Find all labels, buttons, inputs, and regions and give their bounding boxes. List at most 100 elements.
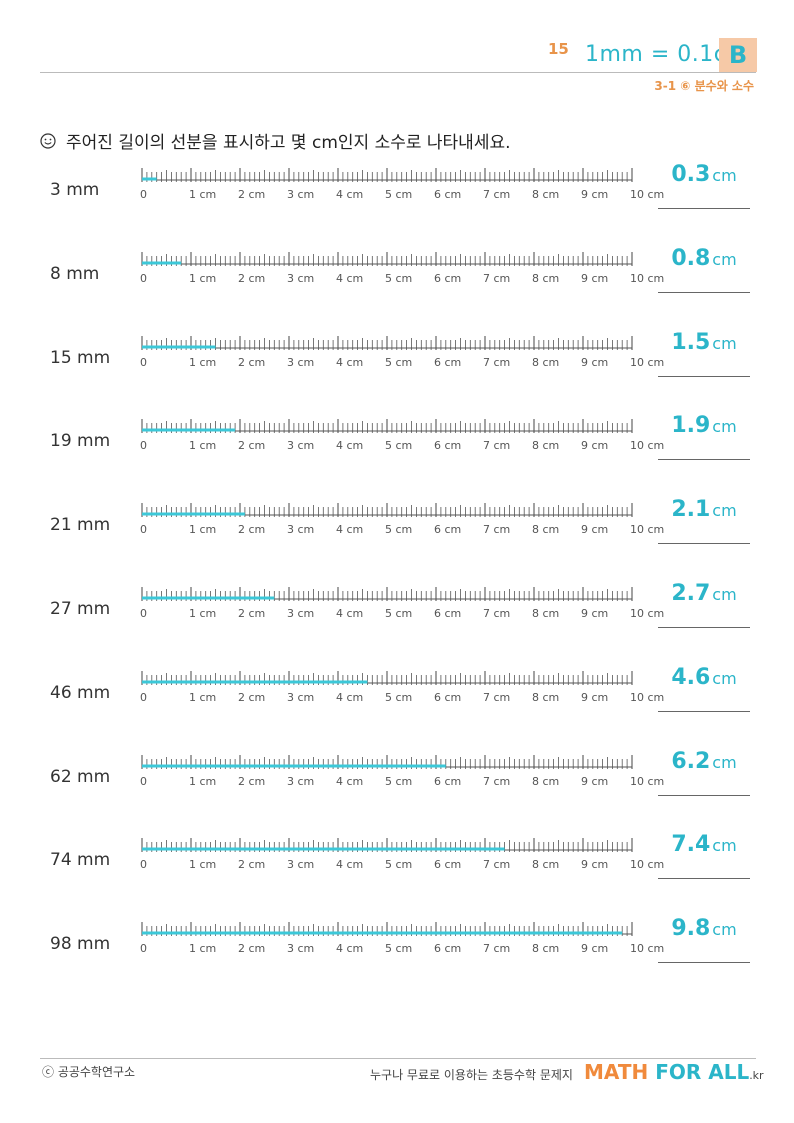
answer-underline [658, 878, 750, 880]
answer[interactable]: 6.2 cm [658, 749, 750, 774]
ruler-tick-label: 1 cm [189, 439, 216, 452]
ruler-tick-label: 9 cm [581, 439, 608, 452]
ruler[interactable]: 0 1 cm 2 cm 3 cm 4 cm 5 cm 6 cm 7 cm 8 cm 9 cm 10 … [130, 335, 664, 386]
ruler[interactable]: 0 1 cm 2 cm 3 cm 4 cm 5 cm 6 cm 7 cm 8 cm 9 cm 10 … [130, 838, 664, 888]
answer[interactable]: 4.6 cm [658, 665, 750, 690]
answer-value: 0.3 [671, 162, 711, 187]
ruler-tick-label: 4 cm [336, 523, 363, 536]
ruler-tick-label: 7 cm [483, 858, 510, 871]
answer-unit: cm [712, 333, 737, 353]
answer-underline [658, 459, 750, 461]
length-label: 8 mm [50, 263, 100, 284]
length-label: 27 mm [50, 599, 111, 619]
ruler-tick-label: 9 cm [581, 942, 608, 955]
ruler-tick-label: 7 cm [483, 691, 510, 704]
copyright: ⓒ 공공수학연구소 [42, 1065, 136, 1079]
answer[interactable]: 7.4 cm [658, 832, 750, 857]
length-label: 15 mm [50, 347, 111, 368]
answer[interactable]: 2.7 cm [658, 581, 750, 606]
brand-math: MATH [584, 1060, 649, 1084]
answer-underline [658, 627, 750, 628]
answer-unit: cm [712, 501, 737, 521]
ruler-tick-label: 8 cm [532, 523, 559, 536]
level-badge: B [719, 38, 757, 72]
ruler-tick-label: 2 cm [238, 439, 265, 452]
answer-value: 1.5 [671, 329, 711, 355]
ruler-tick-label: 10 cm [630, 272, 664, 285]
ruler-tick-label: 6 cm [434, 775, 461, 788]
ruler-tick-label: 8 cm [532, 691, 559, 704]
brand-kr: .kr [749, 1069, 764, 1082]
length-label: 98 mm [50, 934, 111, 955]
ruler-tick-label: 3 cm [287, 523, 314, 536]
answer-unit: cm [712, 752, 737, 772]
ruler[interactable]: 0 1 cm 2 cm 3 cm 4 cm 5 cm 6 cm 7 cm 8 cm 9 cm 10 … [130, 251, 664, 302]
length-label: 62 mm [50, 766, 111, 787]
answer-value: 2.7 [671, 581, 711, 606]
answer-underline [658, 375, 750, 377]
unit-label: 3-1 ⑥ 분수와 소수 [654, 79, 754, 93]
ruler[interactable]: 0 1 cm 2 cm 3 cm 4 cm 5 cm 6 cm 7 cm 8 cm 9 cm 10 … [130, 670, 664, 721]
ruler-tick-label: 10 cm [630, 188, 664, 201]
answer[interactable]: 0.8 cm [658, 246, 750, 271]
ruler-tick-label: 5 cm [385, 356, 412, 369]
footer-tagline: 누구나 무료로 이용하는 초등수학 문제지 [370, 1068, 573, 1082]
problem-row: 21 mm 0 1 cm 2 cm 3 cm 4 cm 5 cm 6 cm 7 cm 8 cm 9 … [0, 497, 794, 587]
ruler-tick-label: 7 cm [483, 607, 510, 620]
ruler-tick-label: 6 cm [434, 356, 461, 369]
ruler-tick-label: 1 cm [189, 272, 216, 285]
answer[interactable]: 1.9 cm [658, 413, 750, 438]
ruler-tick-label: 0 [140, 439, 147, 452]
ruler-tick-label: 5 cm [385, 607, 412, 620]
answer-unit: cm [712, 166, 737, 185]
answer-value: 1.9 [671, 413, 711, 439]
ruler-tick-label: 10 cm [630, 775, 664, 788]
ruler[interactable]: 0 1 cm 2 cm 3 cm 4 cm 5 cm 6 cm 7 cm 8 cm 9 cm 10 … [130, 419, 664, 469]
answer[interactable]: 9.8 cm [658, 916, 750, 941]
ruler-tick-label: 2 cm [238, 775, 265, 788]
ruler-tick-label: 6 cm [434, 188, 461, 201]
ruler-tick-label: 1 cm [189, 942, 216, 955]
ruler-tick-label: 8 cm [532, 942, 559, 955]
ruler-tick-label: 4 cm [336, 272, 363, 285]
answer[interactable]: 2.1 cm [658, 497, 750, 522]
answer[interactable]: 1.5 cm [658, 330, 750, 355]
ruler-tick-label: 1 cm [189, 356, 216, 369]
ruler-tick-label: 2 cm [238, 188, 265, 201]
ruler-tick-label: 7 cm [483, 942, 510, 955]
ruler-tick-label: 8 cm [532, 188, 559, 201]
ruler[interactable]: 0 1 cm 2 cm 3 cm 4 cm 5 cm 6 cm 7 cm 8 cm 9 cm 10 … [130, 168, 664, 218]
ruler-tick-label: 3 cm [287, 439, 314, 452]
ruler-tick-label: 9 cm [581, 523, 608, 536]
ruler[interactable]: 0 1 cm 2 cm 3 cm 4 cm 5 cm 6 cm 7 cm 8 cm 9 cm 10 … [130, 754, 664, 805]
answer-unit: cm [712, 585, 737, 604]
answer-unit: cm [712, 836, 737, 856]
problem-row: 98 mm 0 1 cm 2 cm 3 cm 4 cm 5 cm 6 cm 7 cm 8 cm 9 … [0, 916, 794, 1006]
ruler-tick-label: 0 [140, 607, 147, 620]
ruler-tick-label: 0 [140, 942, 147, 955]
ruler-tick-label: 0 [140, 272, 147, 285]
ruler-tick-label: 2 cm [238, 691, 265, 704]
ruler-tick-label: 10 cm [630, 607, 664, 620]
ruler[interactable]: 0 1 cm 2 cm 3 cm 4 cm 5 cm 6 cm 7 cm 8 cm 9 cm 10 … [130, 922, 664, 972]
answer-underline [658, 208, 750, 209]
answer[interactable]: 0.3 cm [658, 162, 750, 187]
answer-underline [658, 291, 750, 293]
ruler-tick-label: 6 cm [434, 858, 461, 871]
answer-unit: cm [712, 668, 737, 688]
ruler-tick-label: 0 [140, 523, 147, 536]
problem-row: 74 mm 0 1 cm 2 cm 3 cm 4 cm 5 cm 6 cm 7 cm 8 cm 9 … [0, 832, 794, 922]
ruler-tick-label: 1 cm [189, 188, 216, 201]
ruler-tick-label: 10 cm [630, 858, 664, 871]
answer-value: 6.2 [671, 748, 711, 774]
ruler-tick-label: 1 cm [189, 775, 216, 788]
ruler-tick-label: 9 cm [581, 607, 608, 620]
instruction-text: 주어진 길이의 선분을 표시하고 몇 cm인지 소수로 나타내세요. [66, 133, 511, 153]
ruler[interactable]: 0 1 cm 2 cm 3 cm 4 cm 5 cm 6 cm 7 cm 8 cm 9 cm 10 … [130, 587, 664, 637]
ruler-tick-label: 1 cm [189, 607, 216, 620]
answer-underline [658, 710, 750, 712]
ruler-tick-label: 10 cm [630, 356, 664, 369]
ruler-tick-label: 9 cm [581, 691, 608, 704]
ruler-tick-label: 5 cm [385, 858, 412, 871]
ruler[interactable]: 0 1 cm 2 cm 3 cm 4 cm 5 cm 6 cm 7 cm 8 cm 9 cm 10 … [130, 503, 664, 553]
